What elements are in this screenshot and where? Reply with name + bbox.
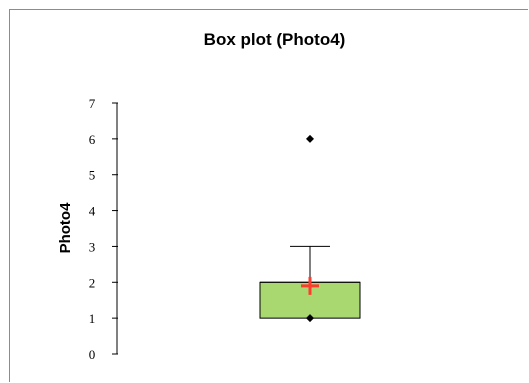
outlier-point — [306, 134, 314, 143]
plot-area — [259, 134, 361, 323]
y-tick-label: 6 — [89, 132, 96, 147]
chart-frame — [9, 9, 528, 382]
min-point — [306, 314, 314, 323]
y-tick-label: 1 — [89, 311, 96, 326]
y-tick-label: 5 — [89, 168, 96, 183]
y-tick-label: 4 — [89, 204, 96, 219]
chart-title: Box plot (Photo4) — [203, 30, 346, 49]
y-axis-label: Photo4 — [57, 202, 74, 253]
y-axis: 0 1 2 3 4 5 6 7 — [89, 96, 118, 362]
y-tick-label: 3 — [89, 239, 96, 254]
y-tick-label: 0 — [89, 347, 96, 362]
y-tick-label: 2 — [89, 275, 96, 290]
y-tick-label: 7 — [89, 96, 96, 111]
